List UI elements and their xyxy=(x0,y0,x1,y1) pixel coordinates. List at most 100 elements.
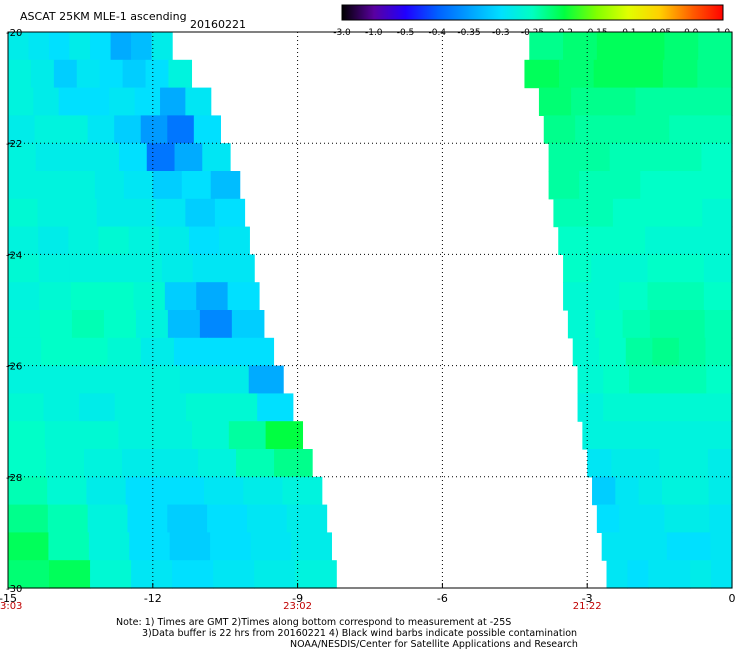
swath-cell xyxy=(701,143,733,172)
swath-cell xyxy=(548,171,580,200)
swath-cell xyxy=(246,504,288,533)
swath-cell xyxy=(619,254,649,283)
swath-cell xyxy=(193,115,221,144)
x-tick-label: -9 xyxy=(292,592,303,605)
swath-cell xyxy=(48,532,90,561)
swath-cell xyxy=(129,532,171,561)
swath-cell xyxy=(236,449,275,478)
swath-cell xyxy=(640,171,672,200)
swath-cell xyxy=(38,226,69,255)
swath-cell xyxy=(674,226,704,255)
colorbar-segment xyxy=(659,5,692,20)
swath-cell xyxy=(63,143,92,172)
swath-cell xyxy=(227,282,260,311)
colorbar-segment xyxy=(469,5,502,20)
swath-cell xyxy=(619,282,649,311)
swath-cell xyxy=(114,115,142,144)
swath-cell xyxy=(87,504,129,533)
swath-cell xyxy=(704,310,733,339)
swath-cell xyxy=(119,143,148,172)
swath-cell xyxy=(198,449,237,478)
swath-cell xyxy=(619,504,643,533)
swath-cell xyxy=(642,198,674,228)
y-tick-label: -26 xyxy=(6,362,22,373)
swath-cell xyxy=(553,198,584,228)
x-tick-label: -12 xyxy=(144,592,162,605)
swath-cell xyxy=(286,504,328,533)
swath-cell xyxy=(8,32,30,61)
swath-cell xyxy=(35,143,65,172)
swath-cell xyxy=(189,226,220,255)
swath-cell xyxy=(39,282,72,311)
swath-cell xyxy=(68,226,100,255)
swath-cell xyxy=(90,560,132,589)
swath-cell xyxy=(46,449,85,478)
swath-cell xyxy=(706,365,733,394)
swath-cell xyxy=(71,310,105,339)
swath-cell xyxy=(577,365,604,394)
swath-cell xyxy=(167,115,195,144)
swath-cell xyxy=(123,171,154,200)
swath-cell xyxy=(69,254,101,283)
swath-cell xyxy=(8,532,50,561)
colorbar-segment xyxy=(564,5,597,20)
swath-cell xyxy=(88,532,130,561)
swath-cell xyxy=(47,476,88,506)
swath-cell xyxy=(678,337,707,367)
swath-cell xyxy=(150,393,187,422)
swath-cell xyxy=(152,171,183,200)
colorbar-label: -1.0 xyxy=(365,28,383,38)
swath-cell xyxy=(185,393,223,422)
swath-cell xyxy=(529,32,564,61)
swath-cell xyxy=(635,449,661,478)
swath-cell xyxy=(109,87,136,116)
swath-cell xyxy=(214,198,246,228)
swath-cell xyxy=(606,115,639,144)
colorbar-label: -0.5 xyxy=(397,28,415,38)
swath-cell xyxy=(131,32,153,61)
swath-cell xyxy=(649,310,678,339)
swath-cell xyxy=(210,171,241,200)
swath-cell xyxy=(81,421,120,450)
swath-cell xyxy=(219,226,250,255)
colorbar-segment xyxy=(500,5,533,20)
swath-cell xyxy=(204,476,244,506)
chart-title: ASCAT 25KM MLE-1 ascending xyxy=(20,10,187,23)
x-tick-label: -6 xyxy=(437,592,448,605)
swath-cell xyxy=(41,337,75,367)
swath-cell xyxy=(593,59,629,89)
plot-frame xyxy=(7,31,733,589)
colorbar-label: -3.0 xyxy=(333,28,351,38)
swath-cell xyxy=(173,337,208,367)
swath-cell xyxy=(265,421,304,450)
grid-layer xyxy=(8,32,732,588)
swath-cell xyxy=(131,254,163,283)
swath-cell xyxy=(145,59,170,89)
swath-cell xyxy=(8,504,49,533)
swath-cell xyxy=(8,115,36,144)
swath-cell xyxy=(185,87,212,116)
swath-cell xyxy=(103,310,137,339)
swath-cell xyxy=(645,532,668,561)
swath-cell xyxy=(629,365,656,394)
note-line-2: 3)Data buffer is 22 hrs from 20160221 4)… xyxy=(142,628,577,639)
swath-cell xyxy=(567,310,596,339)
swath-cell xyxy=(596,504,620,533)
swath-cell xyxy=(591,254,620,283)
swath-cell xyxy=(65,171,96,200)
swath-cell xyxy=(648,560,670,589)
swath-cell xyxy=(33,87,60,116)
swath-cell xyxy=(708,476,733,506)
swath-cell xyxy=(615,476,640,506)
swath-cell xyxy=(243,476,284,506)
swath-cell xyxy=(8,310,41,339)
swath-cell xyxy=(140,337,175,367)
swath-cell xyxy=(690,560,712,589)
time-label: 23:02 xyxy=(283,601,312,612)
swath-cell xyxy=(228,421,267,450)
swath-cell xyxy=(42,365,78,394)
swath-cell xyxy=(67,198,98,228)
swath-cell xyxy=(572,337,600,367)
swath-cell xyxy=(174,143,203,172)
swath-cell xyxy=(640,143,672,172)
